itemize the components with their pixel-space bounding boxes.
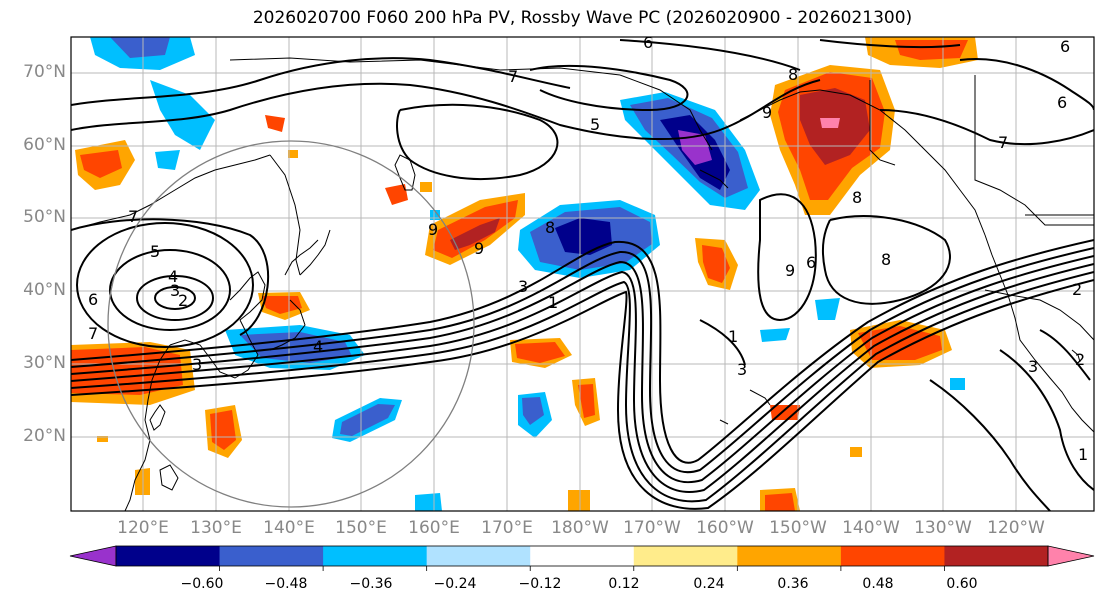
contour-label: 1 (548, 293, 558, 312)
map-title: 2026020700 F060 200 hPa PV, Rossby Wave … (252, 8, 913, 28)
contour-label: 8 (881, 250, 891, 269)
lon-label-120e: 120°E (117, 518, 169, 538)
contour-label: 5 (150, 242, 160, 261)
lon-label-170e: 170°E (481, 518, 533, 538)
colorbar-tick: −0.12 (518, 576, 562, 592)
colorbar-segment (323, 546, 428, 566)
lon-label-170w: 170°W (623, 518, 681, 538)
contour-label: 7 (998, 133, 1008, 152)
pv-contours (71, 39, 1094, 511)
colorbar-segment (426, 546, 531, 566)
contour-label: 6 (1057, 93, 1067, 112)
colorbar-tick: 0.24 (693, 576, 725, 592)
colorbar-extend-min (69, 545, 117, 567)
radius-circle (107, 140, 475, 508)
contour-label: 6 (643, 33, 653, 52)
colorbar-tick: 0.12 (608, 576, 640, 592)
colorbar-segment (633, 546, 738, 566)
lon-label-150w: 150°W (769, 518, 827, 538)
contour-label: 9 (474, 239, 484, 258)
colorbar-segment (737, 546, 842, 566)
contour-label: 3 (192, 355, 202, 374)
contour-label: 9 (785, 261, 795, 280)
lon-label-160e: 160°E (408, 518, 460, 538)
contour-label: 7 (128, 207, 138, 226)
contour-label: 1 (728, 327, 738, 346)
contour-label: 7 (88, 324, 98, 343)
contour-label: 8 (852, 188, 862, 207)
contour-label: 6 (1060, 37, 1070, 56)
anomaly-shading (71, 37, 1065, 511)
contour-label: 5 (590, 115, 600, 134)
contour-label: 7 (508, 67, 518, 86)
contour-label: 3 (170, 281, 180, 300)
contour-label: 9 (428, 220, 438, 239)
contour-label: 3 (1028, 357, 1038, 376)
colorbar-tick: −0.48 (264, 576, 308, 592)
colorbar-tick: 0.48 (862, 576, 894, 592)
colorbar-segment (219, 546, 324, 566)
lon-label-140e: 140°E (263, 518, 315, 538)
lon-label-180w: 180°W (551, 518, 609, 538)
lon-label-120w: 120°W (987, 518, 1045, 538)
colorbar-tick: 0.60 (946, 576, 978, 592)
contour-label: 4 (168, 267, 178, 286)
lat-label-30n: 30°N (23, 353, 66, 373)
coastlines (71, 57, 1094, 511)
lat-label-60n: 60°N (23, 135, 66, 155)
lon-label-140w: 140°W (842, 518, 900, 538)
colorbar-tick: −0.60 (180, 576, 224, 592)
colorbar-segment (944, 546, 1049, 566)
contour-label: 4 (313, 337, 323, 356)
contour-label: 3 (737, 360, 747, 379)
lon-label-150e: 150°E (335, 518, 387, 538)
lon-label-160w: 160°W (696, 518, 754, 538)
contour-label: 2 (178, 291, 188, 310)
contour-label: 6 (88, 290, 98, 309)
colorbar-extend-max (1047, 545, 1095, 567)
colorbar-segment (116, 546, 221, 566)
colorbar-tick: −0.36 (349, 576, 393, 592)
contour-label: 3 (518, 277, 528, 296)
lon-label-130e: 130°E (190, 518, 242, 538)
contour-label: 8 (545, 218, 555, 237)
colorbar (69, 545, 1095, 571)
colorbar-tick: 0.36 (777, 576, 809, 592)
colorbar-border (115, 545, 1049, 567)
contour-label: 6 (806, 253, 816, 272)
contour-label: 2 (1072, 280, 1082, 299)
colorbar-segment (530, 546, 635, 566)
lat-label-70n: 70°N (23, 62, 66, 82)
colorbar-segment (840, 546, 945, 566)
lon-label-130w: 130°W (914, 518, 972, 538)
contour-labels: 6 7 5 8 9 7 6 5 4 3 2 4 3 6 7 9 9 8 1 3 … (88, 33, 1088, 464)
map-border (70, 36, 1095, 512)
contour-label: 9 (762, 103, 772, 122)
contour-label: 8 (788, 65, 798, 84)
contour-label: 1 (1078, 445, 1088, 464)
colorbar-tick: −0.24 (433, 576, 477, 592)
contour-label: 2 (1075, 350, 1085, 369)
lat-label-20n: 20°N (23, 426, 66, 446)
lat-label-50n: 50°N (23, 207, 66, 227)
lat-label-40n: 40°N (23, 280, 66, 300)
